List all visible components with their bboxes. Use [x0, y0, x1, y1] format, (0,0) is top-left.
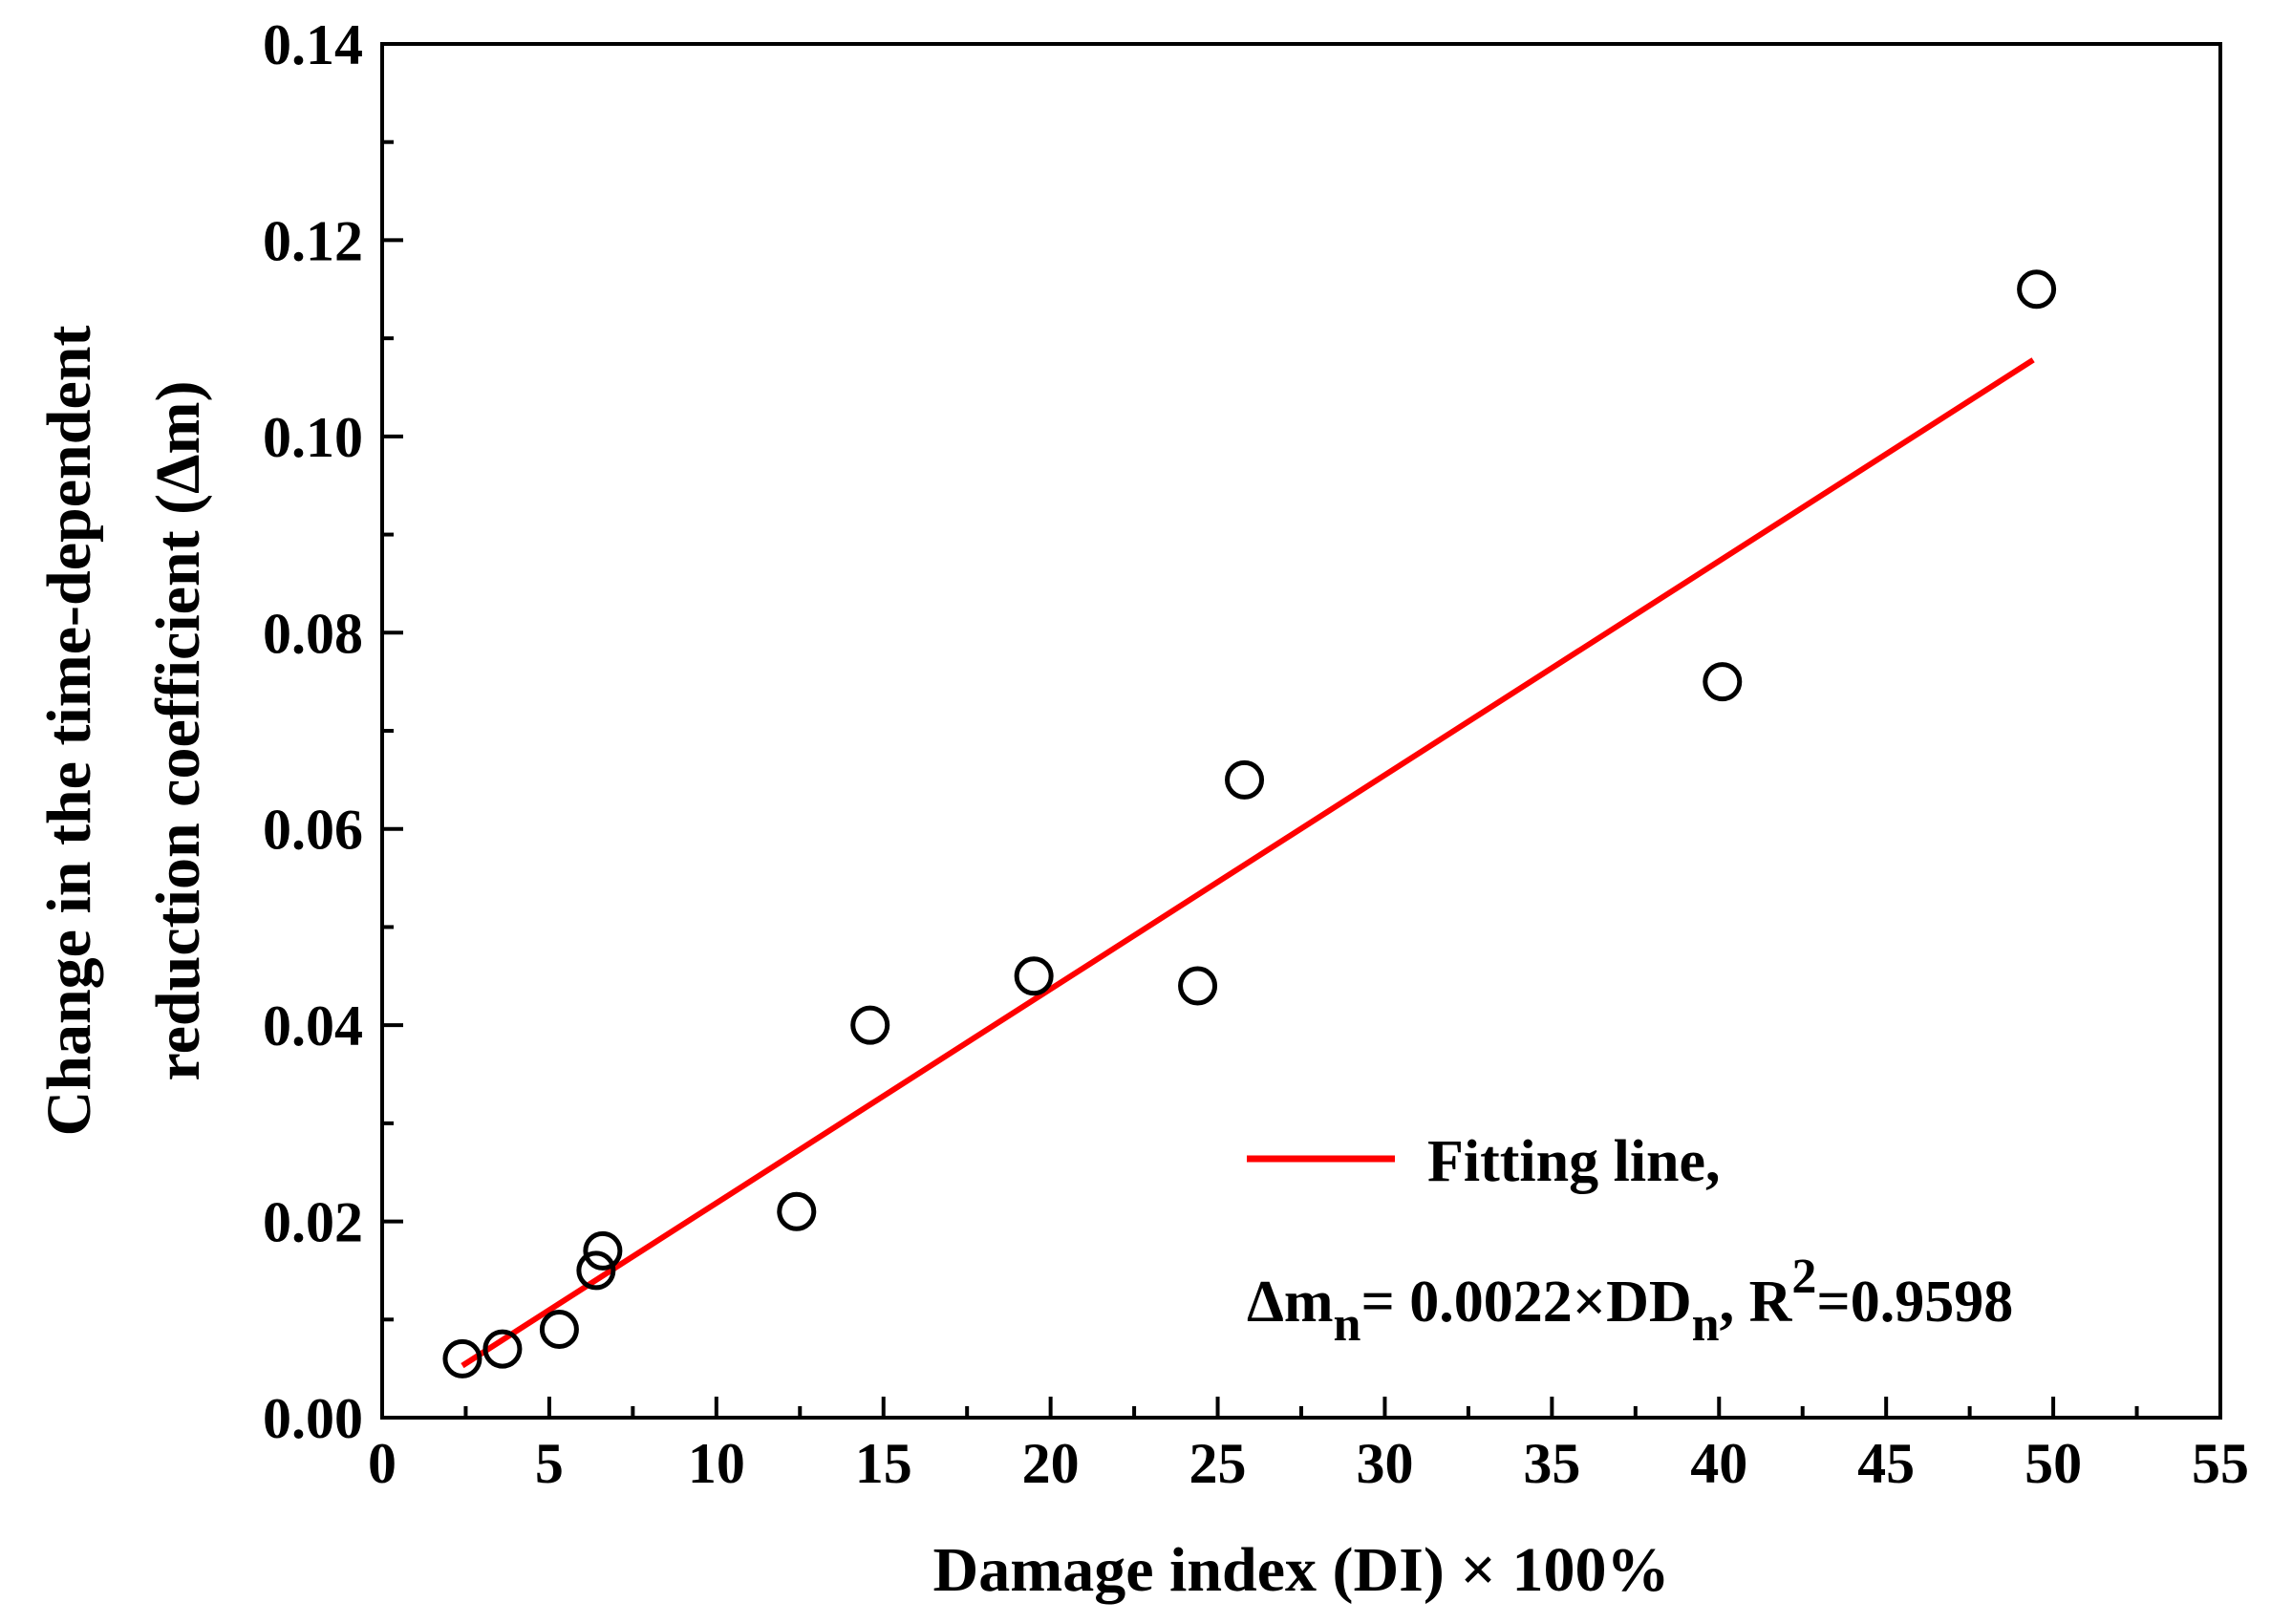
plot-area [380, 42, 2222, 1420]
data-point [442, 1338, 482, 1378]
y-axis-tick-labels: 0.00 0.02 0.04 0.06 0.08 0.10 0.12 0.14 [263, 13, 363, 1450]
equation-lhs: Δm [1247, 1270, 1334, 1335]
x-tick-label: 45 [1857, 1432, 1915, 1495]
fitting-line [461, 357, 2035, 1369]
data-points [442, 269, 2057, 1378]
legend-fitting-line-label: Fitting line, [1427, 1129, 1721, 1194]
y-tick-label: 0.08 [263, 602, 363, 665]
y-tick-label: 0.00 [263, 1387, 363, 1450]
x-tick-label: 10 [688, 1432, 745, 1495]
x-tick-label: 5 [535, 1432, 564, 1495]
equation-middle-subscript: n [1692, 1297, 1720, 1352]
y-tick-label: 0.10 [263, 406, 363, 469]
x-axis-tick-labels: 0 5 10 15 20 25 30 35 40 45 50 55 [368, 1432, 2249, 1495]
y-axis-title-line-2: reduction coefficient (Δm) [143, 381, 213, 1081]
equation-lhs-subscript: n [1334, 1297, 1361, 1352]
fit-line-layer [461, 357, 2035, 1369]
x-tick-label: 35 [1523, 1432, 1580, 1495]
y-tick-label: 0.02 [263, 1191, 363, 1254]
data-point [482, 1329, 523, 1369]
equation-r-label: , R [1720, 1270, 1793, 1335]
x-tick-label: 25 [1189, 1432, 1247, 1495]
data-point [1178, 966, 1218, 1006]
y-axis-ticks [382, 42, 403, 1420]
equation-middle: = 0.0022×DD [1360, 1270, 1691, 1335]
data-point [539, 1310, 579, 1350]
y-tick-label: 0.04 [263, 994, 363, 1058]
y-tick-label: 0.06 [263, 799, 363, 862]
data-point [583, 1230, 623, 1271]
data-point [1703, 662, 1743, 702]
x-tick-label: 0 [368, 1432, 396, 1495]
data-point [850, 1005, 890, 1045]
equation-r-superscript: 2 [1791, 1250, 1816, 1304]
y-tick-label: 0.14 [263, 13, 363, 76]
data-point [2017, 269, 2057, 310]
x-tick-label: 20 [1022, 1432, 1080, 1495]
data-point [1225, 759, 1265, 800]
data-point [576, 1250, 616, 1291]
data-point [1014, 956, 1054, 996]
plot-frame [380, 42, 2222, 1420]
legend-equation: Δmn= 0.0022×DDn, R2=0.9598 [1247, 1250, 2013, 1352]
x-tick-label: 50 [2025, 1432, 2082, 1495]
legend: Fitting line, Δmn= 0.0022×DDn, R2=0.9598 [1247, 1129, 2013, 1352]
x-tick-label: 30 [1356, 1432, 1413, 1495]
x-axis-title: Damage index (DI) × 100% [933, 1535, 1670, 1605]
x-axis-ticks [380, 1397, 2222, 1418]
x-tick-label: 15 [855, 1432, 912, 1495]
y-axis-title-line-1: Change in the time-dependent [34, 326, 104, 1137]
equation-r-value: =0.9598 [1816, 1270, 2013, 1335]
y-tick-label: 0.12 [263, 209, 363, 272]
x-tick-label: 40 [1690, 1432, 1747, 1495]
x-tick-label: 55 [2192, 1432, 2249, 1495]
data-point [777, 1191, 817, 1231]
